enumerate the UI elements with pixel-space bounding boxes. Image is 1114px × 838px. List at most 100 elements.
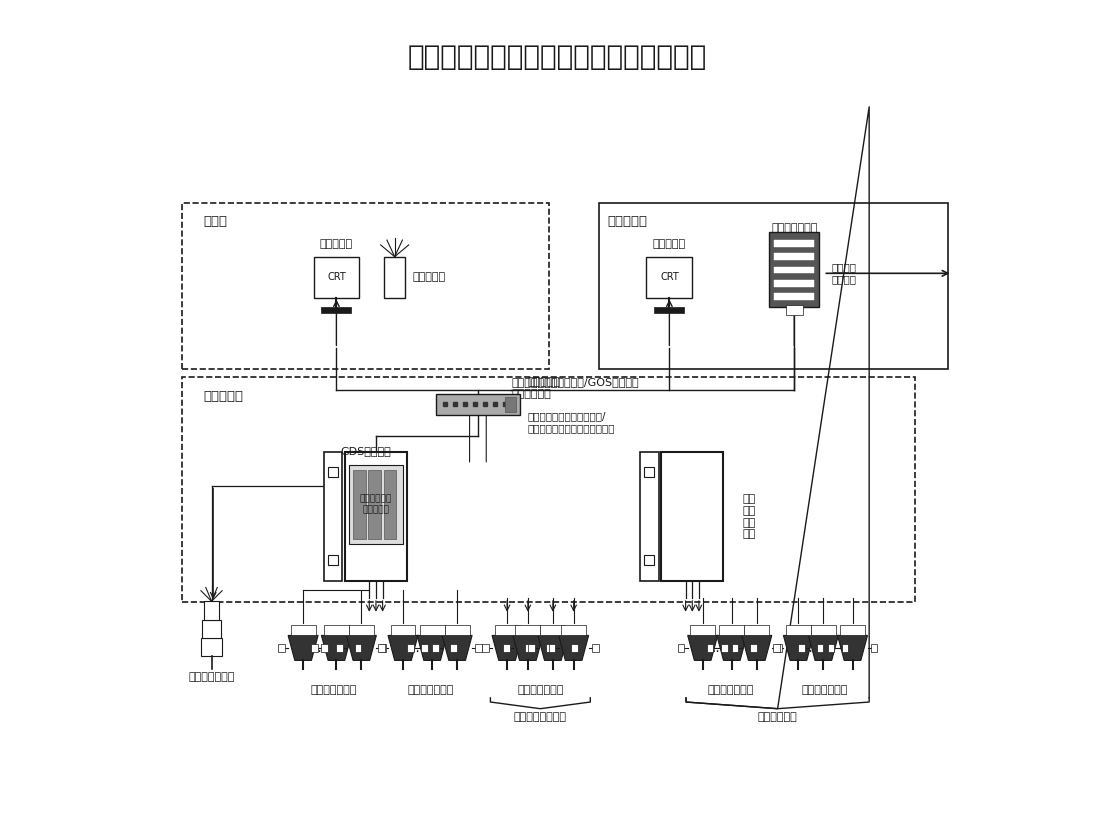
Bar <box>774 280 814 287</box>
Bar <box>774 253 814 260</box>
Bar <box>324 453 342 582</box>
Bar <box>641 453 658 582</box>
Bar <box>278 644 285 652</box>
Bar <box>344 453 407 582</box>
Text: 有毒气体探测器: 有毒气体探测器 <box>408 685 453 695</box>
Bar <box>842 644 849 652</box>
Bar <box>183 377 915 603</box>
Bar <box>291 625 315 635</box>
Bar <box>770 231 819 307</box>
Text: 单元故障信号: 单元故障信号 <box>511 389 551 399</box>
Bar <box>444 625 470 635</box>
Bar <box>505 397 516 411</box>
Text: 有毒气体探测器: 有毒气体探测器 <box>802 685 848 695</box>
Polygon shape <box>388 635 418 660</box>
Bar <box>482 644 489 652</box>
Bar <box>312 644 319 652</box>
Bar <box>561 625 586 635</box>
Bar <box>721 644 727 652</box>
Bar <box>353 470 365 539</box>
Text: ...: ... <box>711 641 724 655</box>
Bar <box>313 256 360 298</box>
Bar <box>450 644 457 652</box>
Polygon shape <box>783 635 813 660</box>
Bar <box>421 644 428 652</box>
Bar <box>378 644 384 652</box>
Bar <box>391 625 416 635</box>
Polygon shape <box>289 635 319 660</box>
Text: 程控交换机: 程控交换机 <box>528 377 561 387</box>
Polygon shape <box>492 635 522 660</box>
Polygon shape <box>742 635 772 660</box>
Bar <box>840 625 864 635</box>
Bar <box>528 644 535 652</box>
Polygon shape <box>512 635 543 660</box>
Text: 安全联锁信号: 安全联锁信号 <box>758 712 798 722</box>
Bar <box>204 602 219 619</box>
Bar <box>720 625 744 635</box>
Text: ...: ... <box>411 641 424 655</box>
Bar <box>828 644 834 652</box>
Bar <box>661 453 723 582</box>
Bar <box>502 644 509 652</box>
Bar <box>646 256 692 298</box>
Text: 消防联动报警信号: 消防联动报警信号 <box>514 712 567 722</box>
Polygon shape <box>322 635 351 660</box>
Polygon shape <box>838 635 868 660</box>
Bar <box>774 293 814 300</box>
Bar <box>785 625 811 635</box>
Text: 可燃气体探测器: 可燃气体探测器 <box>517 685 564 695</box>
Bar <box>773 644 780 652</box>
Text: ...: ... <box>804 641 818 655</box>
Polygon shape <box>538 635 568 660</box>
Polygon shape <box>716 635 746 660</box>
Bar <box>785 305 802 315</box>
Bar <box>592 644 598 652</box>
Bar <box>420 625 444 635</box>
Bar <box>546 644 553 652</box>
Bar <box>354 644 361 652</box>
Bar <box>654 307 684 313</box>
Text: 消防联动
控制信号: 消防联动 控制信号 <box>832 262 857 284</box>
Bar <box>349 625 374 635</box>
Polygon shape <box>346 635 377 660</box>
Text: CRT: CRT <box>328 272 345 282</box>
Text: 可燃气体消防联动报警信号/: 可燃气体消防联动报警信号/ <box>528 411 606 421</box>
Bar <box>598 203 948 369</box>
Text: 专用可燃气体报警控制故障信号: 专用可燃气体报警控制故障信号 <box>528 423 615 433</box>
Polygon shape <box>558 635 588 660</box>
Bar <box>644 555 654 565</box>
Bar <box>329 468 338 478</box>
Text: 火灾报警控制器: 火灾报警控制器 <box>771 223 818 232</box>
Bar <box>677 644 684 652</box>
Text: 可燃气体和有毒气体检测报警系统配置图: 可燃气体和有毒气体检测报警系统配置图 <box>408 43 706 71</box>
Bar <box>495 625 519 635</box>
Text: 安全
仪表
系统
机柜: 安全 仪表 系统 机柜 <box>742 494 755 539</box>
Bar <box>750 644 756 652</box>
Text: 消防控制室: 消防控制室 <box>607 215 647 228</box>
Text: 声光警报器: 声光警报器 <box>413 272 446 282</box>
Bar <box>707 644 713 652</box>
Bar <box>437 394 519 415</box>
Text: 显示操作站: 显示操作站 <box>653 239 686 249</box>
Bar <box>811 625 836 635</box>
Bar <box>369 470 381 539</box>
Bar <box>322 307 351 313</box>
Bar <box>383 470 397 539</box>
Text: ...: ... <box>313 641 326 655</box>
Bar <box>871 644 878 652</box>
Text: 可燃气体探测器: 可燃气体探测器 <box>707 685 753 695</box>
Text: 可燃气体第二级报警信号/GOS报警控制: 可燃气体第二级报警信号/GOS报警控制 <box>511 376 638 386</box>
Bar <box>691 625 715 635</box>
Bar <box>774 240 814 246</box>
Text: 控制室: 控制室 <box>203 215 227 228</box>
Bar <box>732 644 739 652</box>
Bar <box>336 644 343 652</box>
Bar <box>540 625 565 635</box>
Bar <box>774 266 814 273</box>
Polygon shape <box>687 635 717 660</box>
Bar <box>202 638 222 656</box>
Text: CRT: CRT <box>659 272 678 282</box>
Bar <box>476 644 482 652</box>
Bar <box>432 644 439 652</box>
